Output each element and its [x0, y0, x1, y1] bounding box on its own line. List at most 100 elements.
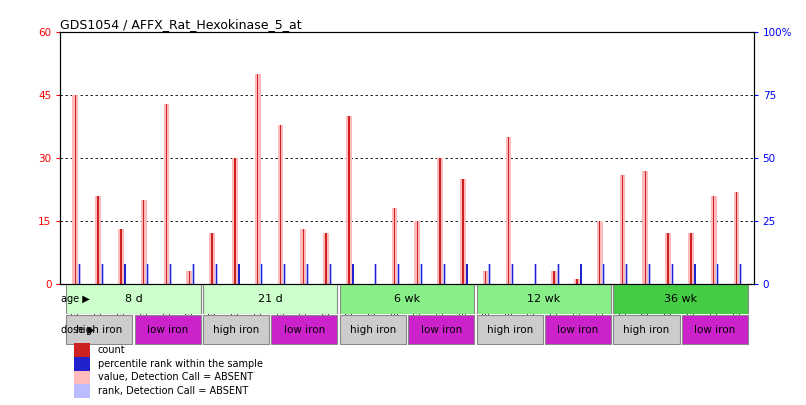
Bar [260, 264, 263, 284]
Bar [580, 264, 583, 284]
Bar [66, 284, 201, 314]
Bar [392, 208, 397, 284]
Text: 36 wk: 36 wk [664, 294, 697, 304]
Bar [717, 264, 718, 284]
Bar [375, 264, 377, 284]
Bar [394, 208, 395, 284]
Bar [280, 124, 281, 284]
Bar [143, 200, 144, 284]
Bar [690, 233, 692, 284]
Text: high iron: high iron [76, 325, 123, 335]
Bar [649, 264, 650, 284]
Bar [329, 264, 331, 284]
Bar [118, 229, 124, 284]
Bar [466, 264, 468, 284]
Bar [66, 315, 132, 345]
Bar [301, 229, 306, 284]
Bar [283, 264, 286, 284]
Bar [120, 229, 122, 284]
Bar [508, 137, 509, 284]
Bar [203, 284, 338, 314]
Text: low iron: low iron [694, 325, 735, 335]
Text: 6 wk: 6 wk [394, 294, 420, 304]
Bar [203, 315, 269, 345]
Bar [512, 264, 513, 284]
Bar [621, 175, 623, 284]
Bar [170, 264, 171, 284]
Bar [534, 264, 537, 284]
Bar [505, 137, 511, 284]
Bar [73, 95, 78, 284]
Bar [261, 264, 263, 284]
Bar [574, 279, 580, 284]
Bar [215, 264, 218, 284]
Bar [397, 264, 400, 284]
Text: age ▶: age ▶ [61, 294, 89, 304]
Bar [255, 74, 260, 283]
Text: high iron: high iron [623, 325, 670, 335]
Bar [284, 264, 285, 284]
Bar [238, 264, 240, 284]
Bar [694, 264, 696, 284]
Bar [688, 233, 694, 284]
Bar [414, 221, 420, 284]
Bar [551, 271, 557, 283]
Bar [340, 284, 474, 314]
Bar [739, 264, 742, 284]
Bar [306, 264, 309, 284]
Bar [210, 233, 215, 284]
Bar [352, 264, 354, 284]
Bar [488, 264, 491, 284]
Bar [713, 196, 714, 284]
Bar [164, 104, 169, 284]
Bar [476, 315, 542, 345]
Bar [346, 116, 351, 284]
Bar [277, 124, 284, 284]
Bar [74, 384, 89, 399]
Bar [307, 264, 308, 284]
Text: low iron: low iron [558, 325, 599, 335]
Text: 8 d: 8 d [125, 294, 143, 304]
Bar [554, 271, 555, 283]
Bar [147, 264, 148, 284]
Bar [443, 264, 445, 284]
Bar [597, 221, 603, 284]
Bar [625, 264, 628, 284]
Bar [257, 74, 259, 283]
Bar [193, 264, 194, 284]
Text: high iron: high iron [213, 325, 260, 335]
Bar [192, 264, 195, 284]
Bar [232, 158, 238, 284]
Bar [74, 356, 89, 371]
Bar [740, 264, 742, 284]
Bar [74, 371, 89, 384]
Text: low iron: low iron [421, 325, 462, 335]
Bar [437, 158, 443, 284]
Text: low iron: low iron [147, 325, 189, 335]
Bar [147, 264, 149, 284]
Bar [558, 264, 559, 284]
Bar [124, 264, 126, 284]
Bar [78, 264, 81, 284]
Bar [323, 233, 329, 284]
Bar [682, 315, 748, 345]
Bar [417, 221, 418, 284]
Bar [101, 264, 103, 284]
Bar [695, 264, 696, 284]
Bar [736, 192, 737, 284]
Bar [420, 264, 423, 284]
Bar [620, 175, 625, 284]
Text: GDS1054 / AFFX_Rat_Hexokinase_5_at: GDS1054 / AFFX_Rat_Hexokinase_5_at [60, 18, 302, 31]
Bar [135, 315, 201, 345]
Bar [626, 264, 627, 284]
Bar [189, 271, 190, 283]
Bar [216, 264, 217, 284]
Bar [580, 264, 582, 284]
Bar [483, 271, 488, 283]
Text: value, Detection Call = ABSENT: value, Detection Call = ABSENT [98, 373, 253, 382]
Bar [302, 229, 304, 284]
Bar [169, 264, 172, 284]
Bar [351, 264, 355, 284]
Bar [671, 264, 673, 284]
Bar [476, 284, 611, 314]
